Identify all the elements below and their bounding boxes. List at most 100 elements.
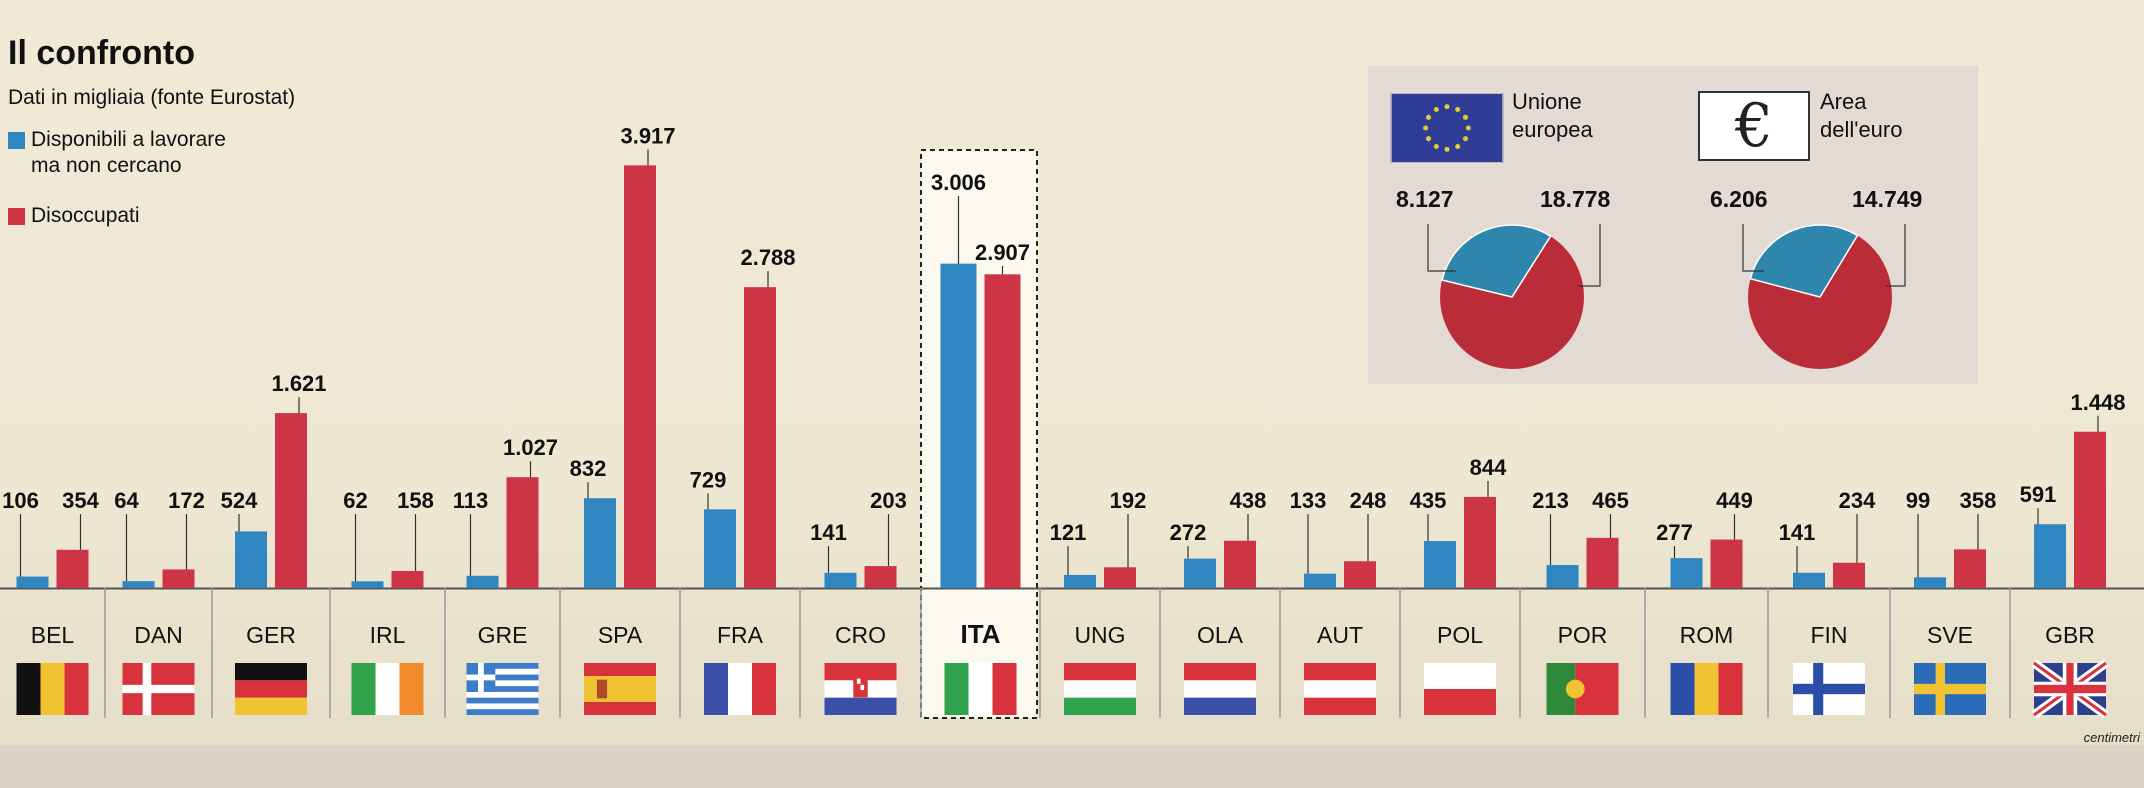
label-sve-red: 358 <box>1960 488 1997 513</box>
category-fin: FIN <box>1810 622 1847 648</box>
bar-gbr-blue <box>2034 524 2066 588</box>
flag-part <box>64 663 89 715</box>
pie-eu-leader-left <box>1427 224 1456 272</box>
flag-part <box>1793 683 1865 695</box>
label-fra-red: 2.788 <box>740 245 795 270</box>
label-sve-blue: 99 <box>1906 488 1930 513</box>
category-pol: POL <box>1437 622 1483 648</box>
flag-part <box>1670 663 1695 715</box>
bar-ita-blue <box>940 263 977 588</box>
flag-por-icon <box>1546 663 1619 715</box>
flag-part <box>1718 663 1743 715</box>
bar-spa-red <box>624 165 656 588</box>
pie-eu-leader-right <box>1578 224 1601 287</box>
eu-pie-value-left: 8.127 <box>1396 186 1454 212</box>
bar-bel-blue <box>16 576 49 588</box>
legend-blue-label-line1: Disponibili a lavorare <box>31 128 226 151</box>
flag-part <box>466 686 539 692</box>
flag-fin-icon <box>1793 663 1865 715</box>
pie-charts <box>1427 224 1906 369</box>
label-spa-red: 3.917 <box>620 123 675 148</box>
label-ger-blue: 524 <box>221 488 258 513</box>
flag-part <box>704 663 728 715</box>
flag-part <box>584 676 656 702</box>
label-gre-red: 1.027 <box>503 435 558 460</box>
flag-part <box>1304 663 1376 681</box>
eu-pie-label-line1: Unione <box>1512 89 1582 114</box>
flag-gre-icon <box>466 663 539 715</box>
bar-cro-blue <box>824 572 857 588</box>
category-ger: GER <box>246 622 296 648</box>
flag-part <box>351 663 376 715</box>
label-spa-blue: 832 <box>570 456 607 481</box>
flag-part <box>40 663 65 715</box>
flag-part <box>1184 663 1256 681</box>
bar-fra-red <box>744 287 776 588</box>
category-ung: UNG <box>1074 622 1125 648</box>
bar-pol-blue <box>1424 541 1456 588</box>
pie-euro-leader-right <box>1886 224 1906 287</box>
paper-edge <box>0 745 2144 788</box>
bar-gbr-red <box>2074 431 2106 588</box>
category-rom: ROM <box>1680 622 1734 648</box>
flag-part <box>1184 680 1256 698</box>
flag-part <box>1064 680 1136 698</box>
bar-por-blue <box>1546 565 1579 588</box>
flag-part <box>466 674 539 681</box>
eu-star <box>1444 146 1450 152</box>
bar-dan-blue <box>122 581 155 588</box>
eu-star <box>1425 114 1432 120</box>
flag-bel-icon <box>16 663 89 715</box>
euro-pie-value-left: 6.206 <box>1710 186 1768 212</box>
euro-pie-value-right: 14.749 <box>1852 186 1923 212</box>
flag-part <box>1064 697 1136 715</box>
label-ung-red: 192 <box>1110 488 1147 513</box>
eu-star <box>1455 106 1461 113</box>
label-gbr-blue: 591 <box>2020 482 2057 507</box>
eu-star <box>1455 143 1461 150</box>
label-gbr-red: 1.448 <box>2070 390 2125 415</box>
eu-star <box>1423 125 1429 131</box>
flag-part <box>1184 697 1256 715</box>
pie-euro-leader-left <box>1742 224 1764 272</box>
flag-ger-icon <box>235 663 307 715</box>
label-dan-blue: 64 <box>114 488 139 513</box>
flag-part <box>375 663 400 715</box>
label-bel-red: 354 <box>62 488 99 513</box>
label-gre-blue: 113 <box>453 488 489 513</box>
pie-eu-blue-slice <box>1441 224 1552 298</box>
flag-part <box>1914 683 1986 695</box>
label-irl-blue: 62 <box>343 488 367 513</box>
bar-ung-red <box>1104 567 1136 588</box>
flag-irl-icon <box>351 663 424 715</box>
label-ung-blue: 121 <box>1050 520 1087 545</box>
label-cro-red: 203 <box>870 488 907 513</box>
bar-ung-blue <box>1064 574 1096 588</box>
flag-part <box>968 663 993 715</box>
flag-part <box>1064 663 1136 681</box>
bar-spa-blue <box>584 498 616 588</box>
flag-part <box>466 663 539 669</box>
legend-blue: Disponibili a lavorare ma non cercano <box>8 127 226 179</box>
flag-ung-icon <box>1064 663 1136 715</box>
bar-fin-red <box>1833 562 1865 588</box>
eu-star <box>1433 106 1439 113</box>
label-aut-blue: 133 <box>1290 488 1327 513</box>
flag-sve-icon <box>1914 663 1986 715</box>
flag-rom-icon <box>1670 663 1743 715</box>
flag-part <box>1424 663 1496 689</box>
flag-part <box>235 697 307 715</box>
flag-part <box>2034 684 2106 694</box>
category-gbr: GBR <box>2045 622 2095 648</box>
category-spa: SPA <box>598 622 643 648</box>
bar-dan-red <box>162 569 195 588</box>
category-cro: CRO <box>835 622 886 648</box>
flag-spa-icon <box>584 663 656 715</box>
euro-pie-label-line1: Area <box>1820 89 1867 114</box>
flag-part <box>860 684 865 691</box>
flag-part <box>1304 697 1376 715</box>
bar-aut-blue <box>1304 573 1336 588</box>
bar-sve-red <box>1954 549 1986 588</box>
bar-ger-red <box>275 413 307 588</box>
